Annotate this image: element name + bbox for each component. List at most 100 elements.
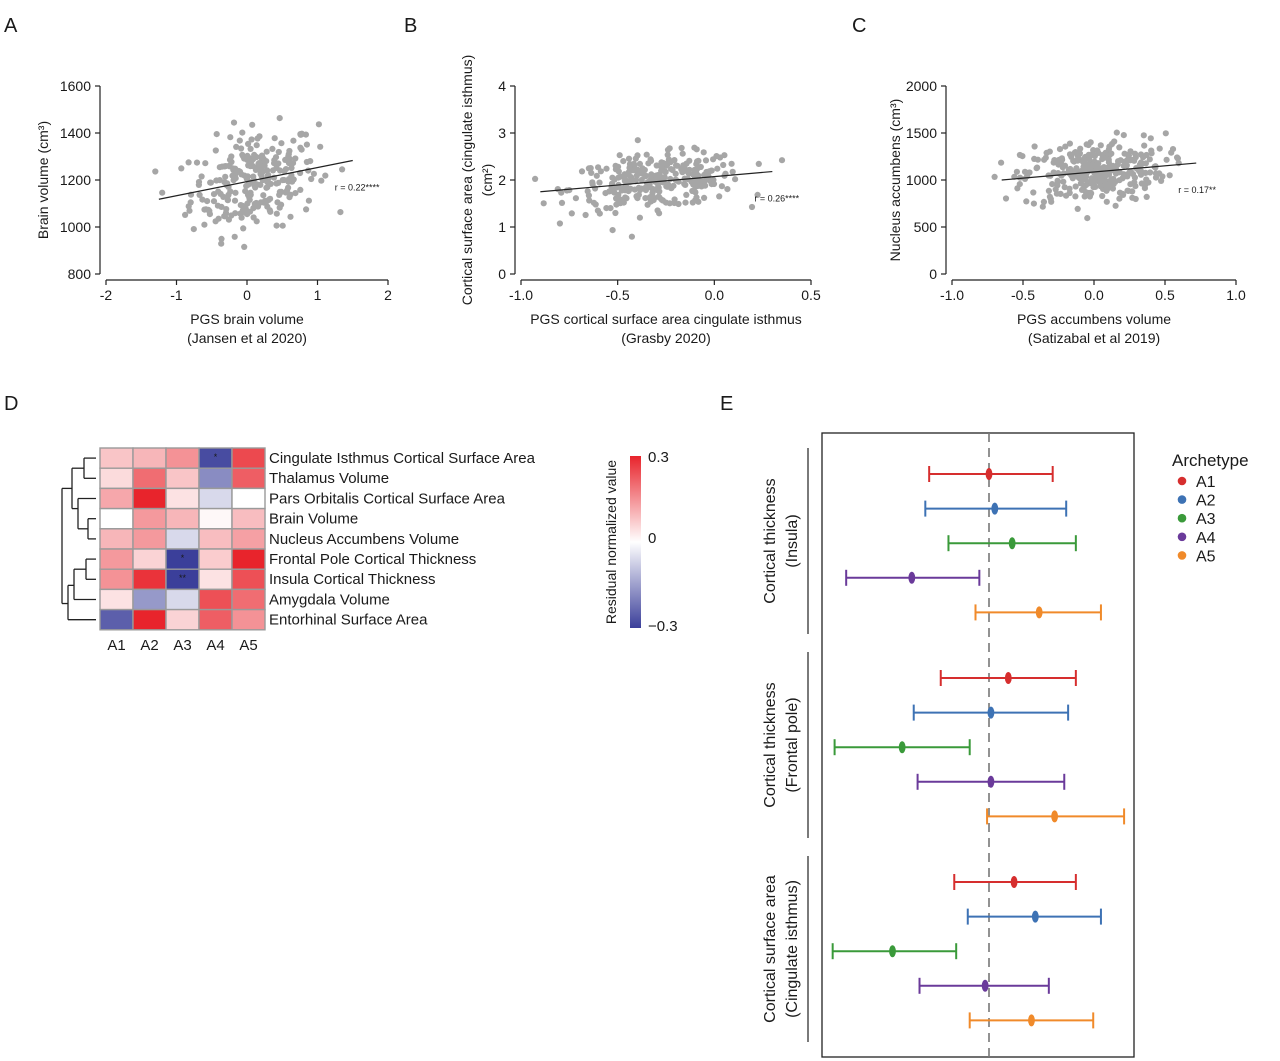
scatter-point (195, 178, 203, 186)
scatter-point (186, 207, 193, 214)
scatter-point (1014, 185, 1021, 192)
scatter-point (278, 140, 285, 147)
y-tick-label: 0 (498, 266, 506, 282)
scatter-point (279, 222, 286, 229)
scatter-point (665, 156, 673, 163)
scatter-point (247, 145, 254, 152)
scatter-point (215, 215, 222, 222)
heatmap-column-label: A2 (140, 637, 158, 654)
scatter-point (260, 192, 267, 199)
scatter-point (269, 145, 276, 152)
estimate-point-a3 (1008, 537, 1016, 550)
scatter-point (285, 153, 292, 160)
heatmap-cell (132, 487, 167, 510)
scatter-point (1156, 145, 1163, 152)
heatmap-cell (165, 507, 200, 530)
correlation-annotation: r = 0.17** (1178, 185, 1216, 195)
heatmap-row-label: Pars Orbitalis Cortical Surface Area (269, 490, 506, 507)
scatter-point (260, 199, 267, 206)
scatter-point (568, 210, 575, 217)
scatter-point (290, 137, 297, 144)
heatmap-cell (198, 608, 233, 631)
scatter-point (236, 137, 243, 144)
scatter-point (1097, 183, 1104, 190)
heatmap-cell (231, 608, 266, 631)
scatter-point (1105, 156, 1112, 163)
scatter-point (202, 160, 209, 167)
x-tick-label: -1.0 (509, 287, 533, 303)
x-axis-subtitle: (Satizabal et al 2019) (1028, 330, 1160, 346)
group-label: Cortical thickness (762, 682, 779, 807)
scatter-point (1081, 156, 1088, 163)
x-tick-label: 1.0 (1226, 287, 1246, 303)
scatter-point (717, 154, 724, 161)
scatter-point (684, 167, 691, 174)
scatter-point (634, 137, 641, 144)
scatter-point (253, 154, 260, 161)
estimate-point-a2 (987, 706, 995, 719)
scatter-point (1169, 146, 1177, 153)
scatter-point (1082, 182, 1089, 189)
scatter-point (282, 189, 289, 196)
panel-letter-a: A (4, 15, 18, 37)
scatter-point (230, 119, 238, 126)
scatter-point (710, 180, 718, 188)
scatter-point (700, 149, 707, 156)
scatter-point (572, 195, 580, 202)
scatter-point (213, 177, 220, 184)
x-axis-title: PGS cortical surface area cingulate isth… (530, 311, 802, 327)
scatter-point (701, 178, 708, 185)
colorbar-title: Residual normalized value (603, 460, 619, 624)
scatter-point (231, 197, 239, 204)
scatter-point (1120, 132, 1127, 139)
scatter-point (1136, 161, 1143, 168)
y-tick-label: 2 (498, 172, 506, 188)
y-tick-label: 1200 (60, 172, 91, 188)
scatter-point (1152, 164, 1159, 171)
x-tick-label: -1 (170, 287, 183, 303)
scatter-point (679, 165, 686, 172)
heatmap-row-label: Thalamus Volume (269, 470, 389, 487)
scatter-point (620, 158, 627, 165)
estimate-point-a4 (981, 979, 989, 992)
estimate-point-a1 (985, 468, 993, 480)
scatter-point (1142, 181, 1149, 189)
scatter-point (1121, 150, 1128, 157)
scatter-point (647, 172, 655, 179)
scatter-point (716, 193, 723, 200)
heatmap-row-label: Cingulate Isthmus Cortical Surface Area (269, 450, 536, 467)
scatter-point (662, 169, 669, 176)
heatmap-cell (132, 528, 167, 550)
heatmap-cell (231, 528, 266, 550)
scatter-point (253, 142, 260, 149)
panel-a-scatter: -2 -1 0 1 2 800 1000 1200 1400 1600 PGS brain volu… (35, 78, 392, 346)
scatter-point (261, 162, 268, 169)
scatter-point (1091, 178, 1098, 185)
scatter-point (582, 211, 589, 219)
scatter-point (642, 195, 649, 202)
scatter-point (1102, 181, 1109, 188)
scatter-point (1066, 185, 1073, 192)
scatter-point (272, 154, 280, 161)
scatter-point (1093, 171, 1101, 178)
heatmap-cell (231, 588, 266, 611)
colorbar-tick-label: −0.3 (648, 618, 678, 635)
scatter-point (1083, 141, 1090, 148)
scatter-point (585, 192, 593, 199)
scatter-point (664, 151, 671, 158)
scatter-point (1045, 187, 1052, 194)
estimate-point-a3 (889, 945, 896, 958)
heatmap-cell (231, 568, 266, 591)
scatter-point (213, 131, 220, 138)
scatter-point (1084, 215, 1091, 222)
x-tick-label: 2 (384, 287, 392, 303)
scatter-point (273, 180, 280, 187)
scatter-point (755, 160, 762, 167)
scatter-point (263, 148, 270, 155)
scatter-point (1031, 143, 1038, 150)
scatter-point (633, 176, 640, 184)
heatmap-cell (99, 467, 134, 490)
scatter-point (218, 235, 225, 242)
scatter-point (187, 199, 194, 206)
scatter-point (660, 159, 667, 167)
